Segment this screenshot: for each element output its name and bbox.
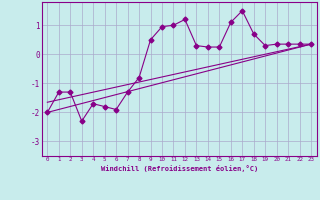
X-axis label: Windchill (Refroidissement éolien,°C): Windchill (Refroidissement éolien,°C) bbox=[100, 165, 258, 172]
